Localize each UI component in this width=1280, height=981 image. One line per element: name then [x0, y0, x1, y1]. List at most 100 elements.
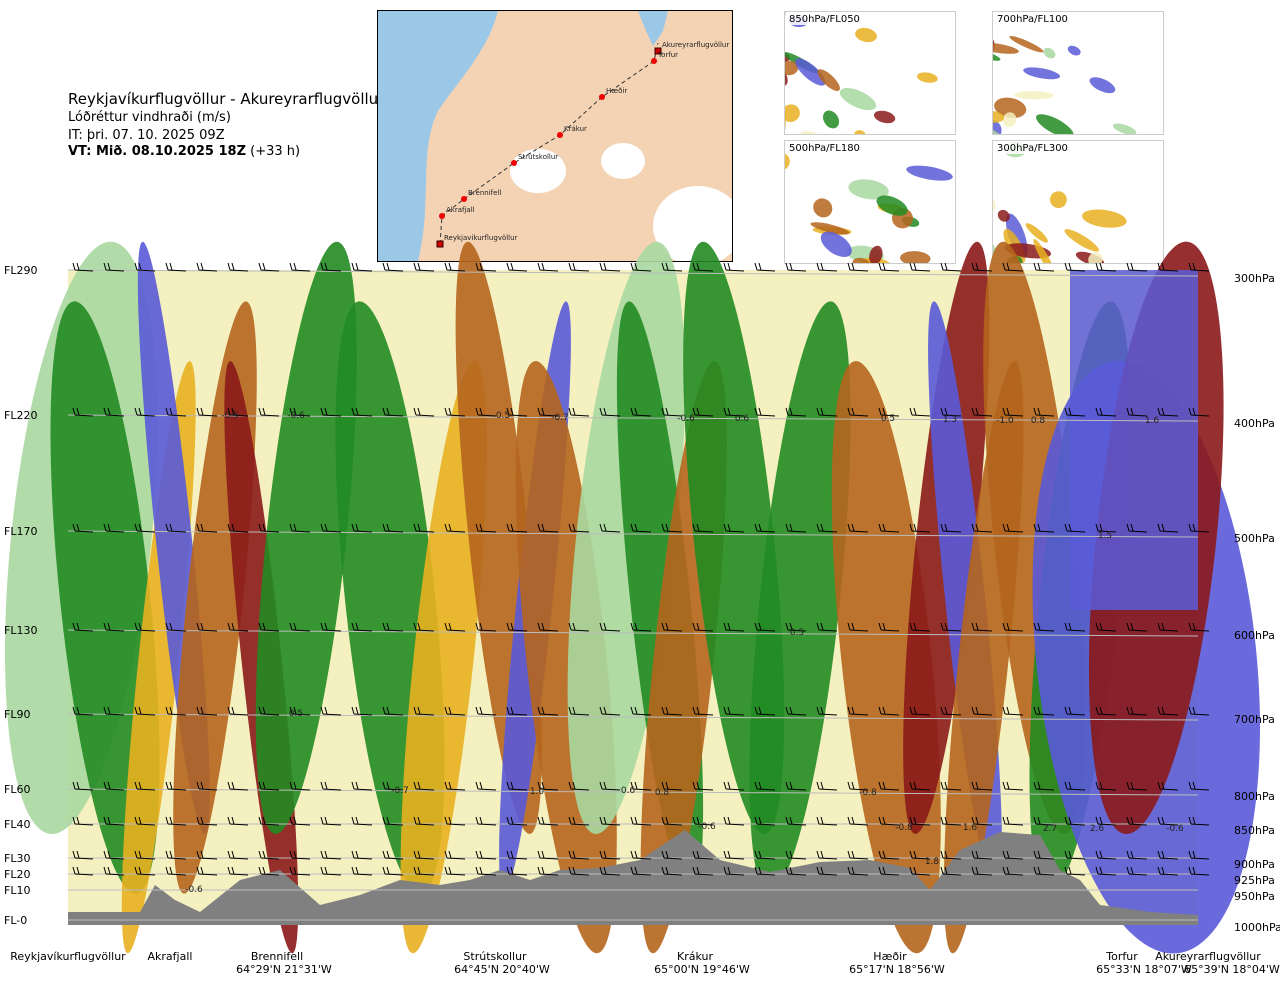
thumb-blob: [1036, 114, 1074, 134]
wind-barb: [694, 414, 714, 417]
glacier-2: [601, 143, 645, 179]
wind-barb: [1130, 816, 1134, 825]
flight-level-label: FL30: [4, 852, 30, 865]
wind-barb: [1066, 823, 1086, 826]
wind-barb: [324, 781, 328, 790]
field-band: [400, 361, 487, 954]
thumb-500[interactable]: 500hPa/FL180: [784, 140, 956, 264]
thumb-blob: [1014, 91, 1054, 100]
map-waypoint-label: Akureyrarflugvöllur: [662, 41, 729, 49]
wind-barb: [382, 866, 386, 875]
wind-barb: [353, 873, 373, 876]
wind-barb: [200, 622, 204, 631]
wind-barb: [1126, 262, 1130, 271]
pressure-level-label: 300hPa: [1234, 272, 1275, 285]
wind-barb: [1095, 407, 1099, 416]
wind-barb: [136, 269, 156, 272]
wind-barb: [973, 823, 993, 826]
wind-barb: [72, 850, 76, 859]
wind-barb: [169, 523, 173, 532]
wind-barb: [630, 622, 634, 631]
thumb-blob: [785, 104, 800, 123]
wind-barb: [417, 866, 421, 875]
wind-barb: [477, 857, 497, 860]
wind-barb: [384, 530, 404, 533]
wind-barb: [878, 262, 882, 271]
wind-barb: [413, 407, 417, 416]
wind-barb: [911, 713, 931, 716]
wind-barb: [725, 873, 745, 876]
value-annotation: 2.6: [1090, 824, 1105, 834]
wind-barb: [136, 530, 156, 533]
wind-barb: [694, 530, 714, 533]
wind-barb: [572, 523, 576, 532]
wind-barb: [816, 866, 820, 875]
value-annotation: 1.8: [925, 857, 940, 867]
wind-barb: [785, 262, 789, 271]
wind-barb: [1128, 530, 1148, 533]
wind-barb: [942, 857, 962, 860]
wind-barb: [820, 850, 824, 859]
wind-barb: [1064, 407, 1068, 416]
wind-barb: [1095, 866, 1099, 875]
wind-barb: [758, 866, 762, 875]
wind-barb: [105, 414, 125, 417]
wind-barb: [692, 622, 696, 631]
wind-barb: [293, 706, 297, 715]
wind-barb: [541, 706, 545, 715]
wind-barb: [103, 850, 107, 859]
wind-barb: [1157, 262, 1161, 271]
waypoint-label: Reykjavíkurflugvöllur: [10, 950, 126, 963]
wind-barb: [1159, 629, 1179, 632]
wind-barb: [1159, 873, 1179, 876]
wind-barb: [258, 407, 262, 416]
wind-barb: [1161, 850, 1165, 859]
wind-barb: [229, 414, 249, 417]
wind-barb: [570, 629, 590, 632]
wind-barb: [787, 823, 807, 826]
wind-barb: [136, 873, 156, 876]
wind-barb: [506, 523, 510, 532]
wind-barb: [444, 262, 448, 271]
wind-barb: [661, 706, 665, 715]
wind-barb: [758, 706, 762, 715]
wind-barb: [1128, 629, 1148, 632]
wind-barb: [413, 523, 417, 532]
wind-barb: [537, 781, 541, 790]
wind-barb: [1099, 866, 1103, 875]
wind-barb: [572, 407, 576, 416]
wind-barb: [880, 414, 900, 417]
wind-barb: [971, 523, 975, 532]
wind-barb: [541, 622, 545, 631]
wind-barb: [727, 262, 731, 271]
wind-barb: [727, 622, 731, 631]
wind-barb: [1128, 823, 1148, 826]
wind-barb: [1035, 857, 1055, 860]
wind-barb: [107, 816, 111, 825]
wind-barb: [849, 629, 869, 632]
wind-barb: [351, 706, 355, 715]
wind-barb: [196, 622, 200, 631]
wind-barb: [289, 706, 293, 715]
thumb-blob: [1112, 123, 1137, 134]
wind-barb: [479, 407, 483, 416]
wind-barb: [479, 850, 483, 859]
wind-barb: [849, 713, 869, 716]
wind-barb: [1192, 622, 1196, 631]
wind-barb: [1190, 530, 1210, 533]
wind-barb: [818, 788, 838, 791]
wind-barb: [911, 857, 931, 860]
wind-barb: [816, 816, 820, 825]
wind-barb: [322, 629, 342, 632]
wind-barb: [1188, 866, 1192, 875]
thumb-blob: [813, 198, 833, 218]
wind-barb: [1002, 706, 1006, 715]
thumb-850[interactable]: 850hPa/FL050: [784, 11, 956, 135]
wind-barb: [1159, 414, 1179, 417]
wind-barb: [665, 850, 669, 859]
wind-barb: [200, 262, 204, 271]
wind-barb: [200, 816, 204, 825]
thumb-blob: [1088, 252, 1103, 263]
wind-barb: [258, 866, 262, 875]
thumb-700[interactable]: 700hPa/FL100: [992, 11, 1164, 135]
